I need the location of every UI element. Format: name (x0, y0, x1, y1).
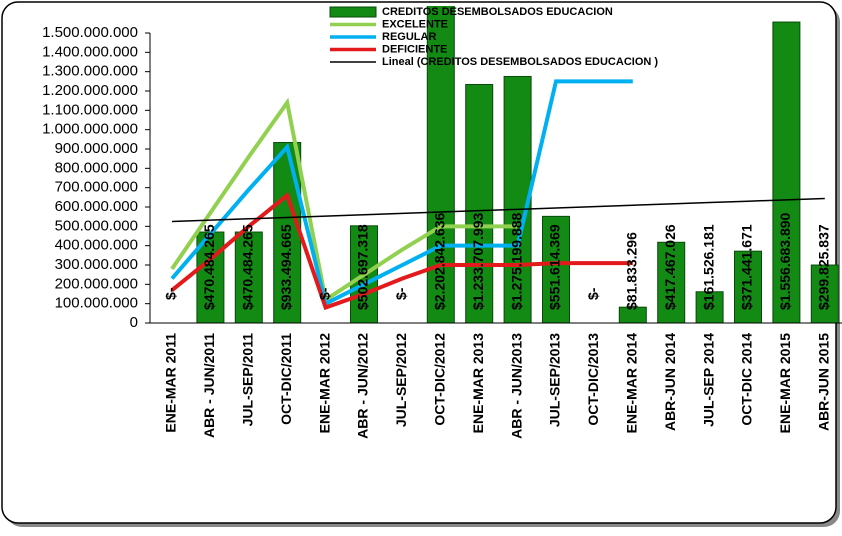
plot-area (170, 6, 839, 324)
y-tick-label: 200.000.000 (55, 275, 138, 292)
y-tick-label: 600.000.000 (55, 198, 138, 215)
legend-label: Lineal (CREDITOS DESEMBOLSADOS EDUCACION… (382, 56, 658, 68)
y-tick-label: 1.300.000.000 (42, 63, 138, 80)
bar (772, 21, 801, 324)
y-tick-label: 1.200.000.000 (42, 82, 138, 99)
legend-label: CREDITOS DESEMBOLSADOS EDUCACION (382, 6, 613, 18)
x-tick-label: ABR-JUN 2014 (662, 333, 678, 431)
x-tick-label: ABR - JUN/2013 (508, 333, 524, 439)
x-tick-label: ENE-MAR 2015 (777, 333, 793, 434)
x-tick-label: OCT-DIC/2012 (432, 333, 448, 426)
data-label: $502.697.318 (355, 224, 371, 310)
frame (1, 1, 837, 524)
legend: CREDITOS DESEMBOLSADOS EDUCACIONEXCELENT… (329, 6, 658, 68)
data-label: $2.202.842.636 (432, 212, 448, 310)
y-tick-label: 300.000.000 (55, 256, 138, 273)
data-label: $1.275.199.888 (508, 212, 524, 310)
legend-swatch (329, 6, 377, 18)
x-tick-label: OCT-DIC/2013 (585, 333, 601, 426)
data-label: $417.467.026 (662, 224, 678, 310)
axes: 0 100.000.000 200.000.000 300.000.000 400.00… (42, 24, 842, 439)
data-label: $551.614.369 (547, 224, 563, 310)
x-tick-label: ENE-MAR 2013 (470, 333, 486, 434)
data-label: $470.484.265 (240, 224, 256, 310)
legend-label: REGULAR (382, 31, 436, 43)
x-tick-label: ABR - JUN/2011 (201, 333, 217, 438)
x-tick-label: ENE-MAR 2012 (316, 333, 332, 434)
data-label: $933.494.665 (278, 224, 294, 310)
y-tick-label: 1.500.000.000 (42, 24, 138, 41)
legend-label: EXCELENTE (382, 18, 448, 30)
x-tick-label: JUL-SEP 2014 (700, 333, 716, 427)
y-tick-label: 500.000.000 (55, 217, 138, 234)
data-label: $161.526.181 (700, 224, 716, 310)
x-tick-label: OCT-DIC/2011 (278, 333, 294, 425)
y-tick-label: 800.000.000 (55, 159, 138, 176)
y-tick-label: 1.000.000.000 (42, 121, 138, 138)
line (170, 79, 633, 307)
bar (810, 264, 839, 324)
x-tick-label: ENE-MAR 2011 (163, 333, 179, 433)
y-tick-label: 1.400.000.000 (42, 43, 138, 60)
x-tick-label: OCT-DIC 2014 (739, 333, 755, 426)
data-label: $- (585, 287, 601, 300)
x-tick-label: JUL-SEP/2013 (547, 333, 563, 427)
x-tick-label: JUL-SEP/2011 (240, 333, 256, 427)
x-tick-label: ABR-JUN 2015 (816, 333, 832, 431)
y-tick-label: 700.000.000 (55, 179, 138, 196)
data-label: $1.233.707.993 (470, 212, 486, 310)
x-tick-label: ENE-MAR 2014 (624, 333, 640, 434)
x-tick-label: JUL-SEP/2012 (393, 333, 409, 427)
data-label: $1.556.683.890 (777, 212, 793, 310)
data-label: $- (316, 287, 332, 300)
y-tick-label: 900.000.000 (55, 140, 138, 157)
data-label: $470.484.265 (201, 224, 217, 310)
line (170, 97, 518, 304)
line (170, 192, 633, 311)
x-tick-label: ABR - JUN/2012 (355, 333, 371, 439)
y-tick-label: 1.100.000.000 (42, 101, 138, 118)
data-label: $- (393, 287, 409, 300)
bar (734, 250, 762, 324)
data-label: $371.441.671 (739, 224, 755, 310)
data-label: $81.833.296 (624, 232, 640, 310)
y-tick-label: 0 (130, 314, 138, 331)
data-label: $299.825.837 (816, 224, 832, 310)
legend-label: DEFICIENTE (382, 43, 447, 55)
bar (234, 231, 263, 324)
y-tick-label: 400.000.000 (55, 237, 138, 254)
bar (657, 241, 686, 324)
data-label: $- (163, 287, 179, 300)
trend-line (171, 197, 825, 223)
y-tick-label: 100.000.000 (55, 295, 138, 312)
